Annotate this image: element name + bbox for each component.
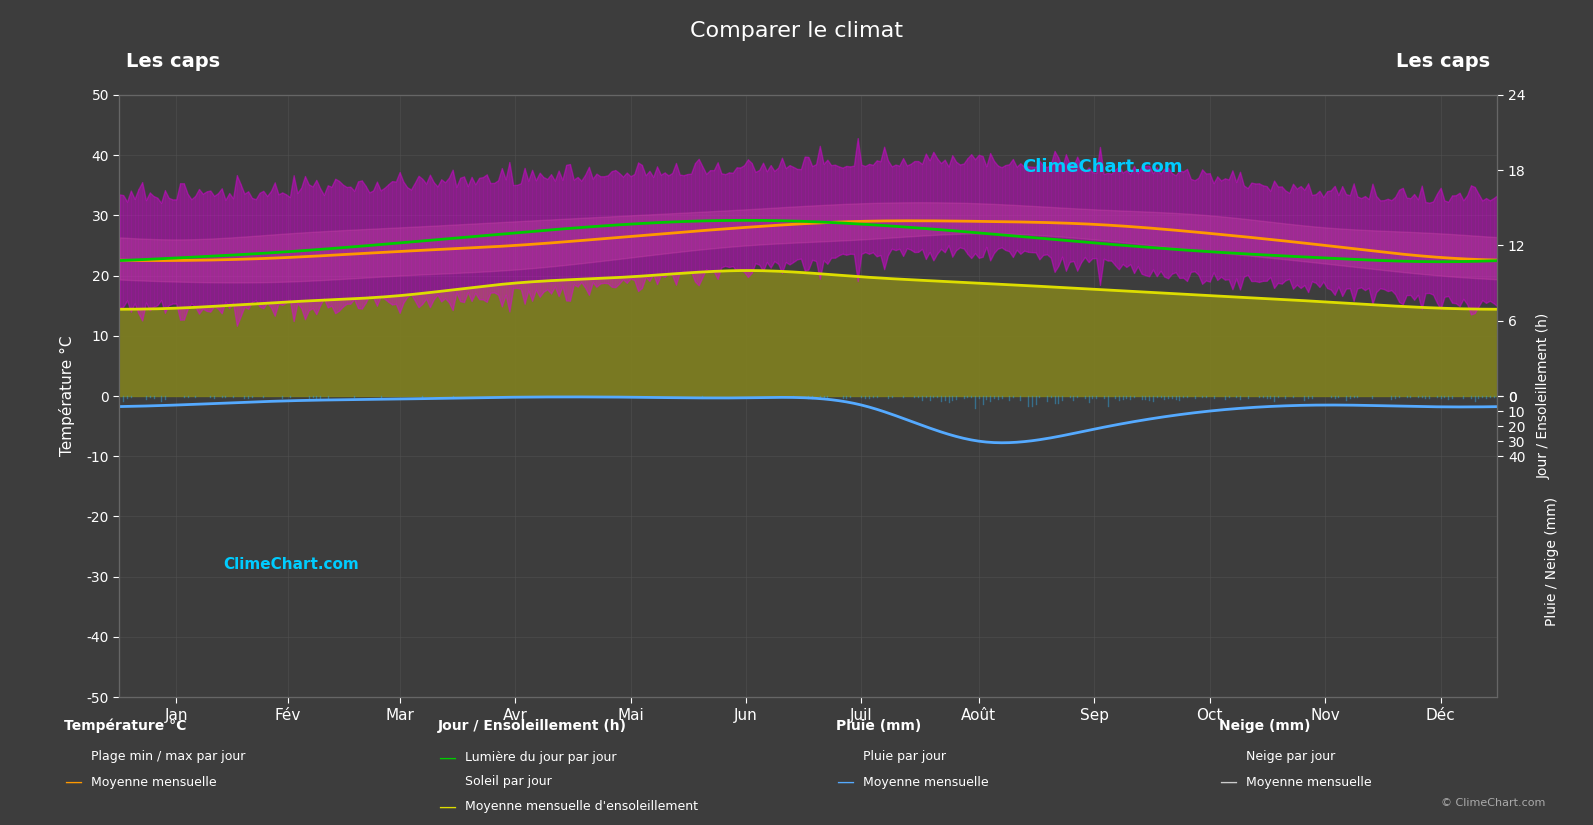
Text: Pluie (mm): Pluie (mm): [836, 719, 922, 733]
Text: —: —: [64, 773, 81, 791]
Text: —: —: [836, 773, 854, 791]
Text: ClimeChart.com: ClimeChart.com: [223, 557, 358, 572]
Text: Moyenne mensuelle d'ensoleillement: Moyenne mensuelle d'ensoleillement: [465, 800, 698, 813]
Text: Lumière du jour par jour: Lumière du jour par jour: [465, 751, 616, 764]
Text: Plage min / max par jour: Plage min / max par jour: [91, 750, 245, 763]
Text: Jour / Ensoleillement (h): Jour / Ensoleillement (h): [438, 719, 628, 733]
Text: Pluie / Neige (mm): Pluie / Neige (mm): [1545, 497, 1558, 625]
Text: Soleil par jour: Soleil par jour: [465, 775, 551, 788]
Text: Moyenne mensuelle: Moyenne mensuelle: [91, 776, 217, 789]
Text: Neige (mm): Neige (mm): [1219, 719, 1309, 733]
Text: —: —: [438, 798, 456, 816]
Text: Neige par jour: Neige par jour: [1246, 750, 1335, 763]
Text: Moyenne mensuelle: Moyenne mensuelle: [863, 776, 989, 789]
Text: Pluie par jour: Pluie par jour: [863, 750, 946, 763]
Text: ClimeChart.com: ClimeChart.com: [1023, 158, 1182, 177]
Text: Comparer le climat: Comparer le climat: [690, 21, 903, 40]
Text: Les caps: Les caps: [126, 52, 220, 71]
Text: Moyenne mensuelle: Moyenne mensuelle: [1246, 776, 1372, 789]
Text: Les caps: Les caps: [1397, 52, 1491, 71]
Text: Température °C: Température °C: [64, 719, 186, 733]
Y-axis label: Jour / Ensoleillement (h): Jour / Ensoleillement (h): [1537, 313, 1550, 479]
Text: © ClimeChart.com: © ClimeChart.com: [1440, 799, 1545, 808]
Text: —: —: [1219, 773, 1236, 791]
Text: —: —: [438, 748, 456, 766]
Y-axis label: Température °C: Température °C: [59, 336, 75, 456]
